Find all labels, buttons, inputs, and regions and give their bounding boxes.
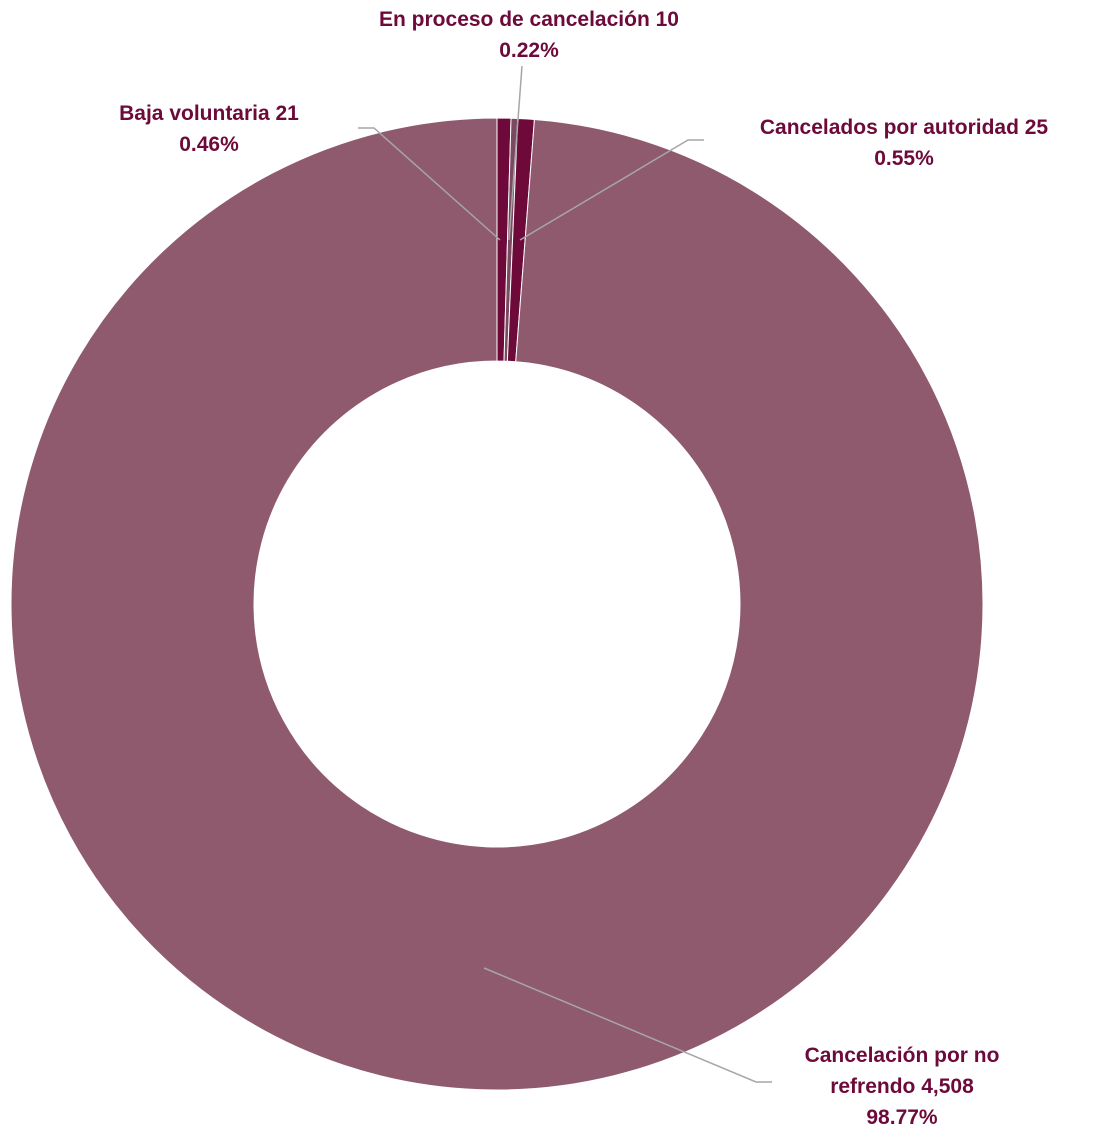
label-en-proceso: En proceso de cancelación 10 0.22% bbox=[379, 8, 679, 62]
label-baja-voluntaria-name: Baja voluntaria 21 bbox=[119, 102, 299, 125]
label-en-proceso-name: En proceso de cancelación 10 bbox=[379, 8, 679, 31]
label-no-refrendo-line2: refrendo 4,508 bbox=[830, 1075, 974, 1098]
label-en-proceso-percent: 0.22% bbox=[499, 39, 559, 62]
donut-slice-cancelacion-por-no-refrendo bbox=[10, 117, 984, 1091]
label-no-refrendo: Cancelación por no refrendo 4,508 98.77% bbox=[805, 1044, 1000, 1129]
label-cancelados-autoridad-percent: 0.55% bbox=[874, 147, 934, 170]
leader-line-cancelados-autoridad bbox=[519, 139, 704, 241]
label-cancelados-autoridad-name: Cancelados por autoridad 25 bbox=[760, 116, 1049, 139]
slices-layer bbox=[10, 117, 984, 1091]
label-baja-voluntaria-percent: 0.46% bbox=[179, 133, 239, 156]
label-no-refrendo-percent: 98.77% bbox=[866, 1106, 938, 1129]
leader-line-en-proceso bbox=[508, 65, 523, 241]
label-no-refrendo-line1: Cancelación por no bbox=[805, 1044, 1000, 1067]
leader-lines-layer bbox=[358, 65, 772, 1083]
leader-line-no-refrendo bbox=[483, 967, 772, 1083]
label-baja-voluntaria: Baja voluntaria 21 0.46% bbox=[119, 102, 299, 156]
leader-line-baja-voluntaria bbox=[358, 127, 501, 241]
label-cancelados-autoridad: Cancelados por autoridad 25 0.55% bbox=[760, 116, 1049, 170]
